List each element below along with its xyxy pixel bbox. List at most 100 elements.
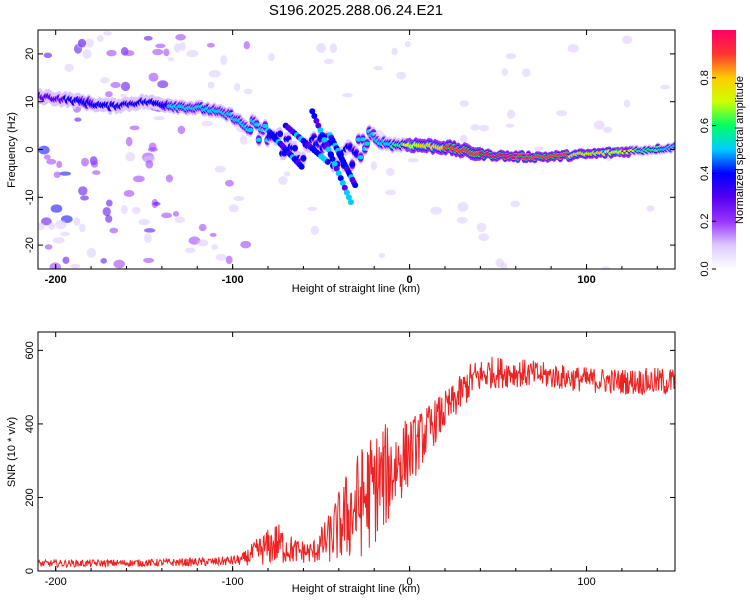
spectrogram-cell: [317, 127, 324, 134]
spectrogram-cell: [243, 88, 253, 95]
spectrogram-ytick-label: -20: [24, 237, 36, 253]
spectrogram-cell: [298, 163, 305, 170]
spectrogram-cell: [510, 200, 521, 208]
spectrogram-cell: [211, 244, 218, 250]
snr-ytick-label: 600: [24, 341, 36, 359]
spectrogram-cell: [601, 266, 611, 269]
spectrogram-cell: [385, 167, 395, 176]
spectrogram-cell: [143, 35, 153, 41]
spectrogram-cell: [347, 199, 354, 206]
spectrogram-ylabel: Frequency (Hz): [6, 112, 18, 188]
spectrogram-cell: [52, 237, 65, 244]
spectrogram-cell: [143, 228, 156, 233]
spectrogram-cell: [373, 66, 383, 71]
snr-frame: [37, 331, 676, 572]
spectrogram-cell: [342, 93, 353, 98]
spectrogram-cell: [207, 81, 215, 89]
spectrogram-xlabel: Height of straight line (km): [292, 283, 420, 295]
spectrogram-cell: [105, 215, 113, 223]
spectrogram-cell: [206, 42, 215, 48]
spectrogram-cell: [255, 137, 262, 142]
spectrogram-cell: [184, 247, 196, 254]
snr-ylabel: SNR (10 * v/v): [6, 417, 18, 487]
spectrogram-cell: [62, 256, 70, 264]
spectrogram-cell: [73, 217, 81, 226]
spectrogram-cell: [337, 175, 344, 182]
spectrogram-cell: [319, 132, 326, 139]
spectrogram-cell: [100, 77, 110, 84]
spectrogram-cell: [85, 38, 94, 48]
spectrogram-cell: [556, 110, 568, 117]
spectrogram-cell: [155, 43, 166, 49]
spectrogram-cell: [145, 160, 154, 169]
spectrogram-cell: [478, 124, 490, 132]
spectrogram-cell: [105, 91, 113, 98]
spectrogram-cell: [300, 156, 307, 161]
spectrogram-cell: [220, 55, 228, 66]
spectrogram-ytick-label: 10: [24, 96, 36, 108]
spectrogram-cell: [43, 52, 53, 59]
spectrogram-cell: [165, 174, 174, 183]
spectrogram-cell: [102, 206, 111, 217]
spectrogram-cell: [144, 233, 152, 243]
spectrogram-cell: [378, 253, 386, 258]
spectrogram-cell: [113, 259, 125, 269]
snr-xtick-label: -200: [45, 576, 67, 588]
spectrogram-cell: [86, 247, 97, 258]
spectrogram-cell: [622, 35, 633, 45]
colorbar-tick-label: 0.0: [699, 261, 711, 276]
snr-xtick-label: 100: [577, 576, 595, 588]
spectrogram-cell: [120, 204, 128, 215]
colorbar-ticks: 0.0 0.2 0.4 0.6 0.8: [699, 70, 716, 277]
snr-xlabel: Height of straight line (km): [292, 583, 420, 595]
spectrogram-cell: [209, 232, 217, 237]
spectrogram-cell: [324, 158, 331, 165]
colorbar: 0.0 0.2 0.4 0.6 0.8 Normalized spectral ampl…: [699, 30, 746, 277]
spectrogram-cell: [177, 125, 186, 135]
spectrogram-cell: [457, 201, 469, 212]
spectrogram-cell: [672, 144, 675, 148]
spectrogram-cell: [179, 41, 186, 51]
spectrogram-ytick-label: 20: [24, 48, 36, 60]
spectrogram-cell: [341, 184, 348, 191]
spectrogram-cell: [391, 47, 398, 56]
spectrogram-cell: [173, 43, 181, 53]
spectrogram-cell: [44, 244, 53, 250]
spectrogram-cell: [92, 170, 101, 175]
spectrogram-cell: [623, 99, 631, 108]
spectrogram-cell: [201, 120, 213, 127]
spectrogram-cell: [74, 117, 82, 122]
spectrogram-ytick-label: -10: [24, 189, 36, 205]
colorbar-gradient: [712, 30, 736, 269]
spectrogram-cell: [77, 38, 87, 48]
spectrogram-cell: [315, 122, 322, 129]
spectrogram-cell: [323, 141, 330, 148]
spectrogram-cell: [327, 151, 334, 158]
spectrogram-cell: [506, 109, 516, 119]
spectrogram-cell: [132, 175, 145, 183]
spectrogram-cell: [161, 212, 173, 219]
snr-ytick-label: 0: [24, 568, 36, 574]
snr-panel: -200 -100 0 100 0 200 400 600 Height of straigh…: [6, 331, 676, 595]
spectrogram-cell: [102, 31, 112, 36]
spectrogram-cell: [90, 160, 99, 168]
spectrogram-cell: [152, 201, 161, 206]
snr-background: [38, 332, 675, 571]
spectrogram-cell: [234, 82, 241, 92]
spectrogram-xtick-label: 100: [577, 274, 595, 286]
spectrogram-cell: [329, 43, 337, 54]
spectrogram-cell: [138, 218, 150, 226]
snr-ticks: -200 -100 0 100 0 200 400 600: [24, 332, 675, 588]
spectrogram-cell: [80, 195, 89, 201]
spectrogram-cell: [505, 123, 515, 128]
spectrogram-cell: [329, 156, 336, 163]
spectrogram-cell: [143, 257, 155, 264]
spectrogram-cell: [567, 44, 579, 53]
spectrogram-cell: [430, 206, 442, 215]
colorbar-label: Normalized spectral amplitude: [734, 76, 746, 224]
spectrogram-cell: [240, 240, 252, 249]
snr-xtick-label: 0: [407, 576, 413, 588]
spectrogram-cell: [56, 160, 63, 169]
